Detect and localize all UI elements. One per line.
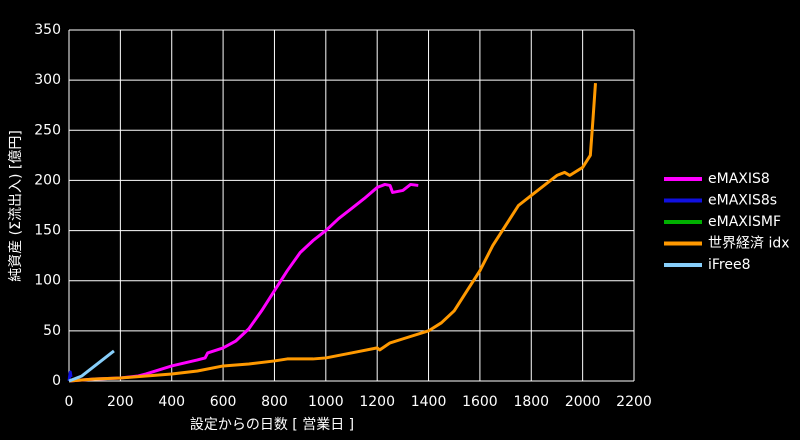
x-tick-label: 400 <box>158 394 185 410</box>
series-line <box>68 83 597 383</box>
x-tick-label: 800 <box>261 394 288 410</box>
legend-label: iFree8 <box>708 257 751 273</box>
y-tick-label: 200 <box>34 172 61 188</box>
x-tick-label: 600 <box>210 394 237 410</box>
x-tick-label: 1200 <box>359 394 395 410</box>
legend-label: eMAXISMF <box>708 214 781 230</box>
series-line <box>68 349 115 383</box>
y-tick-label: 250 <box>34 122 61 138</box>
legend-label: eMAXIS8 <box>708 171 770 187</box>
x-tick-label: 1000 <box>308 394 344 410</box>
y-tick-label: 350 <box>34 22 61 38</box>
y-tick-label: 0 <box>52 373 61 389</box>
legend-label: 世界経済 idx <box>708 236 790 252</box>
y-tick-label: 100 <box>34 273 61 289</box>
x-tick-label: 2000 <box>565 394 601 410</box>
series-line <box>67 370 73 382</box>
x-tick-label: 1800 <box>513 394 549 410</box>
x-tick-label: 2200 <box>616 394 652 410</box>
y-tick-label: 150 <box>34 223 61 239</box>
x-tick-label: 1400 <box>411 394 447 410</box>
y-axis-label: 純資産 (Σ流出入) [億円] <box>8 130 24 282</box>
y-tick-label: 50 <box>43 323 61 339</box>
y-tick-label: 300 <box>34 72 61 88</box>
x-tick-label: 200 <box>107 394 134 410</box>
x-tick-label: 0 <box>65 394 74 410</box>
x-tick-label: 1600 <box>462 394 498 410</box>
x-axis-label: 設定からの日数 [ 営業日 ] <box>190 417 354 433</box>
legend-label: eMAXIS8s <box>708 193 777 209</box>
series-line <box>68 182 419 383</box>
